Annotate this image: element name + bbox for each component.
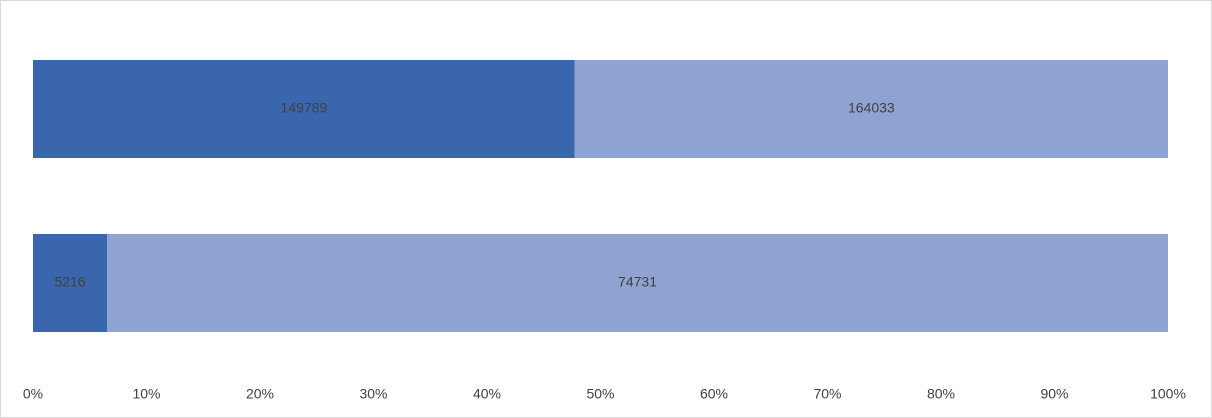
x-tick-label: 40% (473, 386, 501, 402)
bar (107, 234, 1169, 332)
x-tick-label: 10% (132, 386, 160, 402)
bar (33, 60, 575, 158)
data-label: 74731 (618, 274, 657, 290)
x-tick-label: 100% (1150, 386, 1186, 402)
x-tick-label: 20% (246, 386, 274, 402)
x-tick-label: 50% (586, 386, 614, 402)
bar (33, 234, 108, 332)
bar (574, 60, 1168, 158)
data-label: 149789 (281, 100, 328, 116)
x-tick-label: 90% (1040, 386, 1068, 402)
x-tick-label: 0% (23, 386, 43, 402)
x-tick-label: 30% (359, 386, 387, 402)
data-label: 5216 (54, 274, 85, 290)
x-tick-label: 70% (813, 386, 841, 402)
x-tick-label: 80% (927, 386, 955, 402)
data-label: 164033 (848, 100, 895, 116)
x-tick-label: 60% (700, 386, 728, 402)
